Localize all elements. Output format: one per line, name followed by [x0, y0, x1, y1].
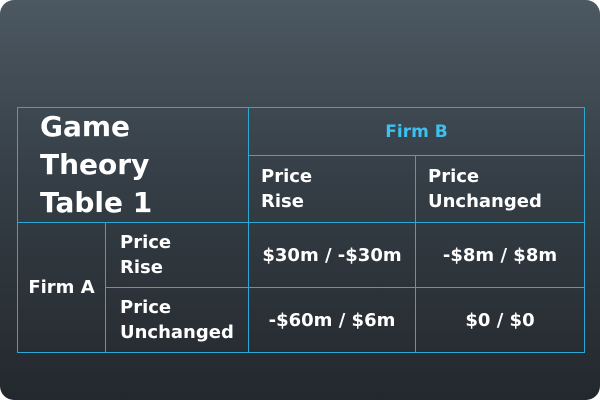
- row-strategy-label-line1: Price: [120, 232, 172, 253]
- row-player-header: Firm A: [17, 222, 106, 353]
- column-strategy-label-line1: Price: [428, 166, 480, 188]
- table-title-line1: Game Theory: [40, 110, 150, 181]
- column-strategy-label-line2: Unchanged: [428, 191, 542, 213]
- column-strategy-label-line2: Rise: [261, 191, 304, 213]
- column-strategy-header: Price Unchanged: [414, 155, 586, 223]
- table-title-line2: Table 1: [40, 186, 153, 219]
- payoff-cell: $30m / -$30m: [248, 222, 416, 288]
- table-title: Game Theory Table 1: [17, 107, 249, 223]
- row-strategy-label-line1: Price: [120, 297, 172, 318]
- payoff-cell: -$60m / $6m: [248, 287, 416, 353]
- payoff-table: Game Theory Table 1 Firm B Price Rise Pr…: [17, 106, 586, 353]
- row-strategy-label-line2: Unchanged: [120, 322, 234, 343]
- row-strategy-header: Price Rise: [105, 222, 249, 288]
- payoff-cell: -$8m / $8m: [414, 222, 586, 288]
- column-strategy-header: Price Rise: [248, 155, 416, 223]
- payoff-cell: $0 / $0: [414, 287, 586, 353]
- row-strategy-header: Price Unchanged: [105, 287, 249, 353]
- column-player-header: Firm B: [247, 106, 586, 157]
- column-strategy-label-line1: Price: [261, 166, 313, 188]
- row-strategy-label-line2: Rise: [120, 257, 163, 278]
